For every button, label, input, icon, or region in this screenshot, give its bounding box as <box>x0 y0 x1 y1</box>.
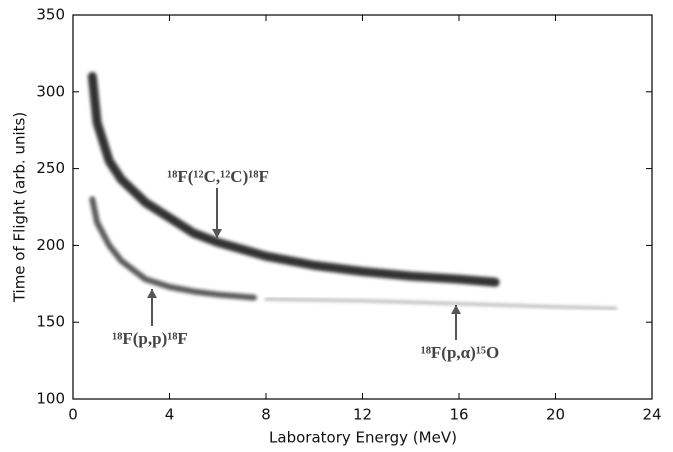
y-tick-label: 100 <box>36 390 65 408</box>
annotation-arrowhead <box>451 305 461 314</box>
x-tick-label: 12 <box>353 406 372 424</box>
x-tick-label: 20 <box>546 406 565 424</box>
x-tick-label: 8 <box>261 406 271 424</box>
y-tick-label: 200 <box>36 236 65 254</box>
annotation-arrowhead <box>147 289 157 298</box>
x-axis-label: Laboratory Energy (MeV) <box>269 429 457 447</box>
y-tick-label: 300 <box>36 82 65 100</box>
x-tick-label: 24 <box>642 406 661 424</box>
y-tick-label: 250 <box>36 159 65 177</box>
y-tick-label: 350 <box>36 6 65 24</box>
annotation: ¹⁸F(¹²C,¹²C)¹⁸F <box>167 167 269 186</box>
y-tick-label: 150 <box>36 313 65 331</box>
y-axis-label: Time of Flight (arb. units) <box>11 112 29 303</box>
annotation: ¹⁸F(p,α)¹⁵O <box>421 343 500 362</box>
annotation: ¹⁸F(p,p)¹⁸F <box>112 329 188 348</box>
x-tick-label: 0 <box>68 406 78 424</box>
density-band <box>264 297 618 310</box>
density-band <box>87 71 500 287</box>
x-tick-label: 4 <box>165 406 175 424</box>
density-band <box>89 196 257 301</box>
annotation-arrowhead <box>212 229 222 238</box>
x-tick-label: 16 <box>449 406 468 424</box>
